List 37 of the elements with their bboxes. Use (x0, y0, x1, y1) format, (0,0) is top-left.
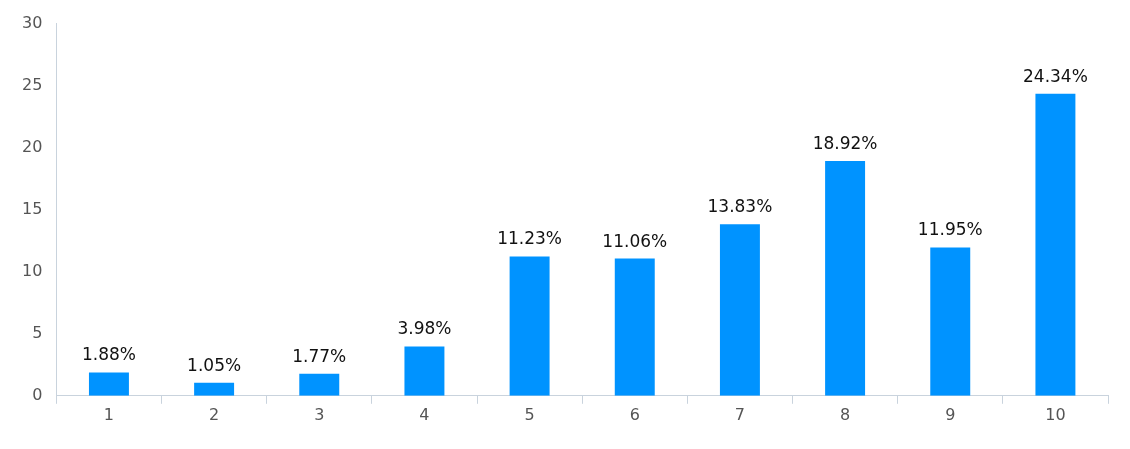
x-tick-label: 5 (524, 404, 535, 424)
x-tick-label: 10 (1045, 404, 1066, 424)
bar (404, 346, 445, 396)
y-tick-label: 5 (32, 322, 43, 342)
bar (194, 382, 235, 396)
x-tick-label: 4 (419, 404, 430, 424)
x-tick-label: 6 (629, 404, 640, 424)
data-label: 11.95% (917, 219, 983, 240)
y-tick-label: 20 (22, 136, 43, 156)
bar (509, 256, 550, 396)
y-tick-label: 30 (22, 12, 43, 32)
x-tick-label: 2 (209, 404, 220, 424)
y-tick-label: 25 (22, 74, 43, 94)
data-label: 18.92% (812, 132, 878, 153)
x-tick-label: 9 (945, 404, 956, 424)
y-tick-label: 0 (32, 384, 43, 404)
data-label: 11.06% (602, 230, 668, 251)
data-label: 13.83% (707, 196, 773, 217)
bar (88, 372, 129, 396)
bar (719, 224, 760, 396)
bar (930, 247, 971, 396)
x-tick-label: 3 (314, 404, 325, 424)
data-label: 1.88% (81, 344, 136, 365)
y-tick-label: 10 (22, 260, 43, 280)
data-label: 1.05% (187, 354, 242, 375)
x-tick-label: 8 (840, 404, 851, 424)
bar (1035, 93, 1076, 396)
bar (825, 161, 866, 396)
data-label: 3.98% (397, 318, 452, 339)
bar (614, 258, 655, 396)
data-label: 11.23% (497, 228, 563, 249)
data-label: 24.34% (1023, 65, 1088, 86)
bar (299, 373, 340, 396)
x-tick-label: 1 (103, 404, 115, 424)
y-tick-label: 15 (22, 198, 43, 218)
data-label: 1.77% (292, 345, 347, 366)
x-tick-label: 7 (734, 404, 746, 424)
